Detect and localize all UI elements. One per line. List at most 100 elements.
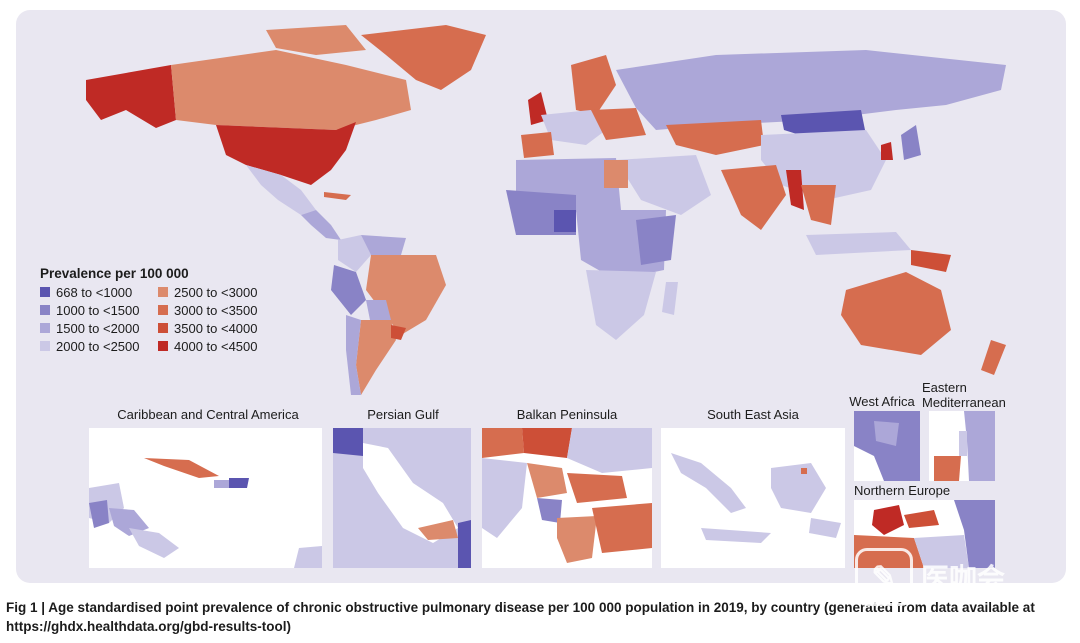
legend-item: 2000 to <2500: [40, 338, 158, 354]
inset-region: [129, 528, 179, 558]
region-peru: [331, 265, 366, 315]
inset-region: [482, 458, 527, 538]
region-india: [721, 165, 786, 230]
inset-region: [801, 468, 807, 474]
inset-title-balkan: Balkan Peninsula: [516, 407, 618, 422]
inset-title-south-east-asia: South East Asia: [707, 407, 799, 422]
legend-item: 4000 to <4500: [158, 338, 288, 354]
inset-west-africa: [854, 411, 920, 481]
legend-label: 1500 to <2000: [56, 320, 140, 336]
inset-region: [482, 428, 524, 458]
legend-swatch: [40, 323, 50, 333]
inset-region: [537, 498, 562, 523]
legend-item: 2500 to <3000: [158, 284, 288, 300]
inset-region: [522, 428, 572, 458]
region-east-europe: [591, 108, 646, 140]
region-colombia: [338, 235, 371, 272]
map-panel: Prevalence per 100 000 668 to <1000 2500…: [16, 10, 1066, 583]
region-alaska: [86, 65, 176, 128]
region-indonesia: [806, 232, 911, 255]
inset-title-west-africa: West Africa: [849, 394, 915, 409]
legend-swatch: [40, 305, 50, 315]
inset-region: [959, 431, 967, 456]
region-venezuela: [361, 235, 406, 255]
legend-item: 1000 to <1500: [40, 302, 158, 318]
region-australia: [841, 272, 951, 355]
legend-label: 2500 to <3000: [174, 284, 258, 300]
legend-item: 3500 to <4000: [158, 320, 288, 336]
inset-title-caribbean: Caribbean and Central America: [117, 407, 299, 422]
region-scandinavia: [571, 55, 616, 115]
legend-label: 2000 to <2500: [56, 338, 140, 354]
region-bolivia: [366, 300, 391, 325]
region-west-europe: [541, 110, 606, 145]
inset-region: [557, 516, 597, 563]
inset-persian-gulf: [333, 428, 471, 568]
region-korea: [881, 142, 893, 160]
figure-caption: Fig 1 | Age standardised point prevalenc…: [6, 600, 1035, 634]
legend-label: 3000 to <3500: [174, 302, 258, 318]
inset-eastern-mediterranean: [929, 411, 995, 481]
legend-swatch: [158, 287, 168, 297]
legend-swatch: [158, 341, 168, 351]
inset-title-persian-gulf: Persian Gulf: [367, 407, 439, 422]
region-usa: [216, 122, 356, 185]
watermark-logo-icon: ✎: [855, 548, 913, 606]
region-southern-africa: [586, 270, 656, 340]
region-canada: [171, 50, 411, 130]
region-russia: [616, 50, 1006, 130]
legend-label: 668 to <1000: [56, 284, 133, 300]
inset-region: [418, 520, 458, 540]
region-southeast-asia: [801, 185, 836, 225]
inset-caribbean: [89, 428, 322, 568]
inset-region: [771, 463, 826, 513]
inset-region: [294, 546, 322, 568]
inset-region: [872, 505, 904, 535]
region-middle-east: [616, 155, 711, 215]
inset-region: [914, 535, 969, 568]
inset-region: [934, 456, 961, 481]
region-papua: [911, 250, 951, 272]
inset-region: [214, 480, 229, 488]
inset-region: [904, 510, 939, 528]
legend-items: 668 to <1000 2500 to <3000 1000 to <1500…: [40, 284, 288, 354]
inset-balkan: [482, 428, 652, 568]
inset-region: [109, 508, 149, 536]
region-mexico: [246, 165, 316, 215]
region-myanmar: [786, 170, 804, 210]
legend-title: Prevalence per 100 000: [40, 266, 189, 281]
region-uruguay: [391, 325, 406, 340]
region-greenland: [361, 25, 486, 90]
watermark: ✎ 医咖会: [855, 548, 1005, 606]
region-new-zealand: [981, 340, 1006, 375]
inset-region: [671, 453, 746, 513]
region-canada-islands: [266, 25, 366, 55]
region-iberia: [521, 132, 554, 158]
legend-label: 1000 to <1500: [56, 302, 140, 318]
inset-region: [527, 463, 567, 498]
region-east-africa: [636, 215, 676, 265]
inset-region: [333, 428, 363, 456]
inset-region: [809, 518, 841, 538]
legend-label: 3500 to <4000: [174, 320, 258, 336]
legend-label: 4000 to <4500: [174, 338, 258, 354]
watermark-text: 医咖会: [921, 563, 1006, 594]
inset-region: [874, 421, 899, 446]
region-kazakhstan: [666, 120, 764, 155]
inset-region: [854, 411, 920, 481]
inset-region: [701, 528, 771, 543]
region-argentina: [356, 320, 396, 395]
region-chile: [346, 315, 361, 395]
inset-region: [567, 428, 652, 473]
inset-region: [363, 443, 458, 543]
legend: Prevalence per 100 000 668 to <1000 2500…: [40, 266, 288, 354]
inset-region: [964, 411, 995, 481]
legend-item: 1500 to <2000: [40, 320, 158, 336]
region-nigeria: [554, 210, 576, 232]
region-egypt: [604, 160, 628, 188]
inset-region: [89, 500, 109, 528]
region-cuba: [324, 192, 351, 200]
world-map: [86, 25, 1006, 395]
inset-region: [229, 478, 249, 488]
inset-region: [458, 520, 471, 568]
